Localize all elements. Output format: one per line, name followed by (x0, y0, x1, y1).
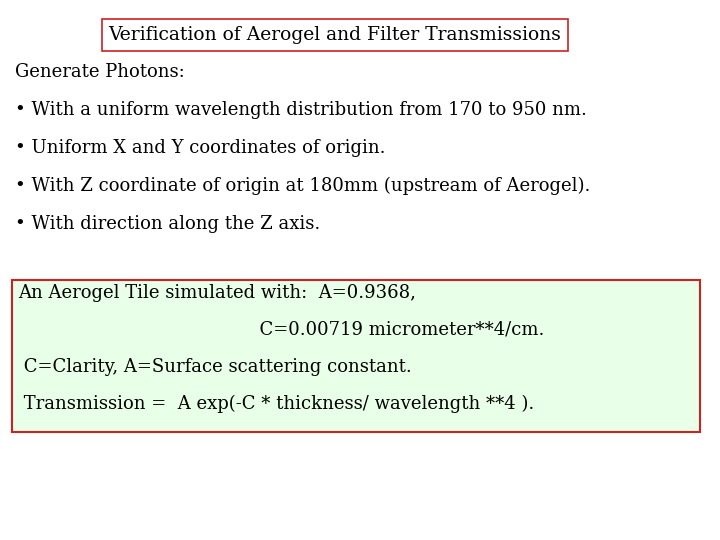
Text: Generate Photons:: Generate Photons: (15, 63, 185, 81)
Text: Transmission =  A exp(-C * thickness/ wavelength **4 ).: Transmission = A exp(-C * thickness/ wav… (18, 395, 534, 413)
Text: • With direction along the Z axis.: • With direction along the Z axis. (15, 215, 320, 233)
Text: • With a uniform wavelength distribution from 170 to 950 nm.: • With a uniform wavelength distribution… (15, 101, 587, 119)
Text: An Aerogel Tile simulated with:  A=0.9368,: An Aerogel Tile simulated with: A=0.9368… (18, 284, 416, 302)
Text: C=Clarity, A=Surface scattering constant.: C=Clarity, A=Surface scattering constant… (18, 358, 412, 376)
Text: • With Z coordinate of origin at 180mm (upstream of Aerogel).: • With Z coordinate of origin at 180mm (… (15, 177, 590, 195)
Text: • Uniform X and Y coordinates of origin.: • Uniform X and Y coordinates of origin. (15, 139, 385, 157)
Text: C=0.00719 micrometer**4/cm.: C=0.00719 micrometer**4/cm. (18, 321, 544, 339)
FancyBboxPatch shape (12, 280, 700, 432)
Text: Verification of Aerogel and Filter Transmissions: Verification of Aerogel and Filter Trans… (109, 26, 562, 44)
